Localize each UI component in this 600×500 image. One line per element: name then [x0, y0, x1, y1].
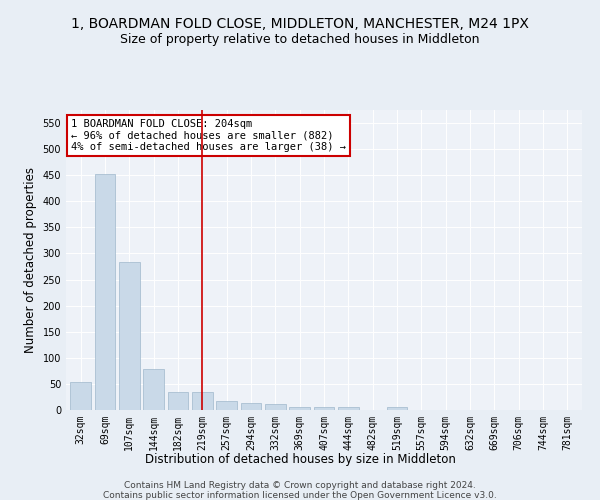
- Text: 1, BOARDMAN FOLD CLOSE, MIDDLETON, MANCHESTER, M24 1PX: 1, BOARDMAN FOLD CLOSE, MIDDLETON, MANCH…: [71, 18, 529, 32]
- Text: Size of property relative to detached houses in Middleton: Size of property relative to detached ho…: [120, 32, 480, 46]
- Bar: [314, 408, 334, 410]
- Bar: [119, 262, 140, 410]
- Y-axis label: Number of detached properties: Number of detached properties: [24, 167, 37, 353]
- Bar: [216, 401, 237, 410]
- Bar: [167, 392, 188, 410]
- Bar: [70, 382, 91, 410]
- Text: 1 BOARDMAN FOLD CLOSE: 204sqm
← 96% of detached houses are smaller (882)
4% of s: 1 BOARDMAN FOLD CLOSE: 204sqm ← 96% of d…: [71, 119, 346, 152]
- Bar: [95, 174, 115, 410]
- Bar: [289, 407, 310, 410]
- Text: Distribution of detached houses by size in Middleton: Distribution of detached houses by size …: [145, 452, 455, 466]
- Bar: [265, 404, 286, 410]
- Bar: [241, 402, 262, 410]
- Text: Contains public sector information licensed under the Open Government Licence v3: Contains public sector information licen…: [103, 491, 497, 500]
- Bar: [192, 392, 212, 410]
- Bar: [386, 408, 407, 410]
- Bar: [338, 408, 359, 410]
- Text: Contains HM Land Registry data © Crown copyright and database right 2024.: Contains HM Land Registry data © Crown c…: [124, 481, 476, 490]
- Bar: [143, 370, 164, 410]
